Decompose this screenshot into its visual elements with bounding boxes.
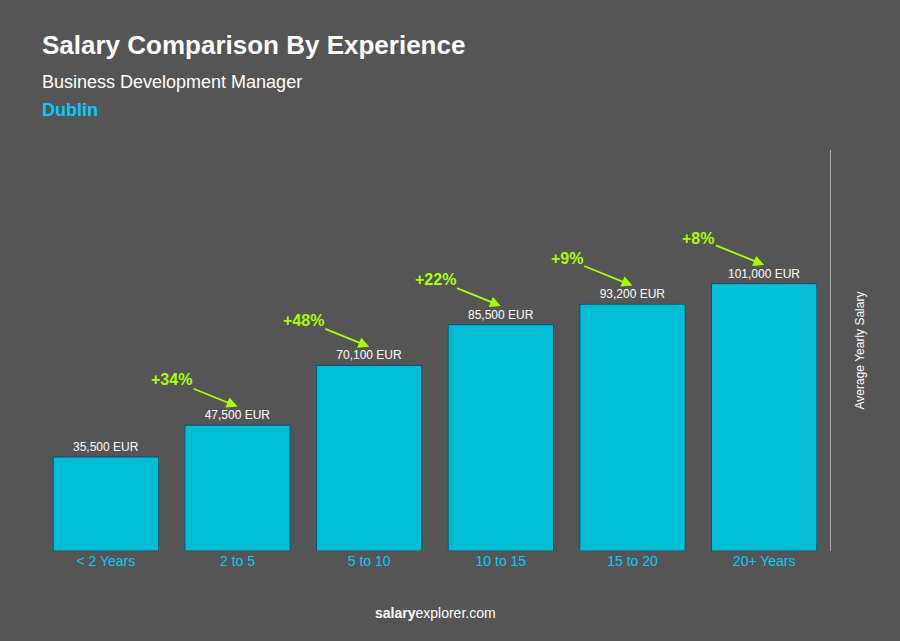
svg-text:+9%: +9% [551, 250, 583, 267]
svg-text:Average Yearly Salary: Average Yearly Salary [853, 292, 867, 410]
svg-text:5 to 10: 5 to 10 [348, 553, 391, 569]
svg-text:+22%: +22% [415, 271, 456, 288]
svg-text:47,500 EUR: 47,500 EUR [205, 408, 271, 422]
svg-text:70,100 EUR: 70,100 EUR [336, 348, 402, 362]
svg-text:35,500 EUR: 35,500 EUR [73, 440, 139, 454]
svg-text:93,200 EUR: 93,200 EUR [600, 287, 666, 301]
svg-text:Business Development Manager: Business Development Manager [42, 72, 302, 92]
svg-text:85,500 EUR: 85,500 EUR [468, 308, 534, 322]
svg-text:10 to 15: 10 to 15 [476, 553, 527, 569]
svg-text:101,000 EUR: 101,000 EUR [728, 267, 800, 281]
svg-text:15 to 20: 15 to 20 [607, 553, 658, 569]
svg-text:Salary Comparison By Experienc: Salary Comparison By Experience [42, 30, 465, 60]
svg-text:+8%: +8% [682, 230, 714, 247]
svg-text:+34%: +34% [151, 371, 192, 388]
svg-text:Dublin: Dublin [42, 100, 98, 120]
svg-text:< 2 Years: < 2 Years [76, 553, 135, 569]
svg-text:20+ Years: 20+ Years [733, 553, 796, 569]
svg-text:+48%: +48% [283, 312, 324, 329]
svg-text:2 to 5: 2 to 5 [220, 553, 255, 569]
svg-text:salaryexplorer.com: salaryexplorer.com [375, 605, 496, 621]
